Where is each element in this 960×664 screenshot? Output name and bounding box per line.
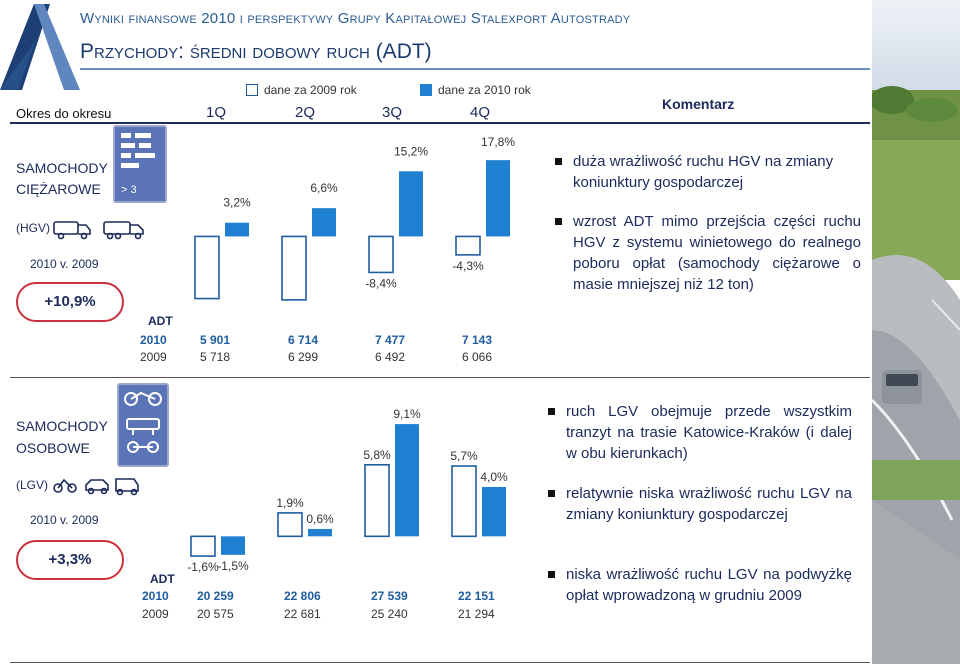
hgv-code: (HGV) xyxy=(16,221,50,235)
legend-swatch-2010 xyxy=(420,84,432,96)
quarter-4q: 4Q xyxy=(470,104,491,121)
quarter-1q: 1Q xyxy=(206,104,227,121)
lgv-name-line1: SAMOCHODY xyxy=(16,418,108,434)
bar-2010-4q xyxy=(482,487,506,537)
highway-photo xyxy=(872,0,960,664)
hgv-compare: 2010 v. 2009 xyxy=(30,257,99,271)
legend-label-2010: dane za 2010 rok xyxy=(438,83,531,97)
hgv-change-badge: +10,9% xyxy=(16,282,124,322)
truck-icon xyxy=(53,221,144,240)
company-logo xyxy=(0,4,80,90)
bar-2009-4q xyxy=(455,235,481,256)
hgv-adt-label: ADT xyxy=(148,314,173,328)
bar-label-2009-4q: 5,7% xyxy=(450,449,478,463)
bar-label-2009-3q: 5,8% xyxy=(363,448,391,462)
section-divider xyxy=(10,377,870,378)
hgv-adt-2010-2q: 6 714 xyxy=(288,333,319,347)
motorcycle-axle-icon xyxy=(124,391,162,453)
lgv-adt-2010-2q: 22 806 xyxy=(284,589,321,603)
bar-label-2009-3q: -8,4% xyxy=(365,276,397,290)
lgv-adt-2009-1q: 20 575 xyxy=(197,607,234,621)
period-label: Okres do okresu xyxy=(16,106,112,121)
bar-2010-2q xyxy=(312,208,336,237)
axle-count-text: > 3 xyxy=(121,184,137,196)
bar-label-2010-1q: 3,2% xyxy=(223,196,251,210)
lgv-code: (LGV) xyxy=(16,478,49,492)
lgv-adt-2009-3q: 25 240 xyxy=(371,607,408,621)
car-icon xyxy=(53,478,139,496)
hgv-comment-2: wzrost ADT mimo przejścia części ruchu H… xyxy=(555,211,861,295)
hgv-adt-2009-2q: 6 299 xyxy=(288,350,319,364)
axle-diagram-icon: > 3 xyxy=(121,133,155,196)
comment-header: Komentarz xyxy=(662,96,735,112)
bar-2009-3q xyxy=(368,235,394,274)
bar-2009-4q xyxy=(451,465,477,538)
bar-2010-4q xyxy=(486,160,510,237)
lgv-vehicle-icon-box xyxy=(117,383,169,467)
hgv-name-line2: CIĘŻAROWE xyxy=(16,181,101,197)
bar-label-2009-2q: 1,9% xyxy=(276,496,304,510)
bar-label-2009-4q: -4,3% xyxy=(452,259,484,273)
hgv-adt-2010-1q: 5 901 xyxy=(200,333,231,347)
lgv-comment-3: niska wrażliwość ruchu LGV na podwyżkę o… xyxy=(548,564,852,606)
lgv-adt-2010-1q: 20 259 xyxy=(197,589,234,603)
bar-label-2010-2q: 0,6% xyxy=(306,512,334,526)
lgv-adt-label: ADT xyxy=(150,572,175,586)
bar-2010-1q xyxy=(221,536,245,555)
bar-label-2010-4q: 17,8% xyxy=(481,135,515,149)
lgv-comment-2: relatywnie niska wrażliwość ruchu LGV na… xyxy=(548,483,852,525)
bar-2009-1q xyxy=(194,235,220,300)
lgv-change-badge: +3,3% xyxy=(16,540,124,580)
bar-label-2010-4q: 4,0% xyxy=(480,470,508,484)
lgv-year-2009: 2009 xyxy=(142,607,169,621)
bar-label-2010-2q: 6,6% xyxy=(310,181,338,195)
header-divider xyxy=(10,122,870,124)
hgv-year-2010: 2010 xyxy=(140,333,167,347)
hgv-bar-chart: -14,5% 3,2% -14,8% 6,6% -8,4% 15,2% -4,3% 17,8% xyxy=(176,135,515,325)
bar-2010-2q xyxy=(308,528,332,537)
hgv-adt-2009-4q: 6 066 xyxy=(462,350,493,364)
slide-title: Przychody: średni dobowy ruch (ADT) xyxy=(80,40,432,63)
lgv-comment-1: ruch LGV obejmuje przede wszystkim tranz… xyxy=(548,401,852,464)
bar-2010-3q xyxy=(395,424,419,537)
hgv-adt-2009-1q: 5 718 xyxy=(200,350,231,364)
hgv-adt-2010-4q: 7 143 xyxy=(462,333,493,347)
lgv-adt-2010-4q: 22 151 xyxy=(458,589,495,603)
presentation-title: Wyniki finansowe 2010 i perspektywy Grup… xyxy=(80,10,631,27)
bar-label-2010-1q: -1,5% xyxy=(217,559,249,573)
bar-label-2009-1q: -14,5% xyxy=(176,323,214,325)
bar-label-2010-3q: 9,1% xyxy=(393,407,421,421)
hgv-year-2009: 2009 xyxy=(140,350,167,364)
bar-label-2009-1q: -1,6% xyxy=(187,560,219,574)
table-bottom-line xyxy=(10,662,870,663)
hgv-comment-1: duża wrażliwość ruchu HGV na zmiany koni… xyxy=(555,151,861,193)
bar-2009-2q xyxy=(281,235,307,301)
legend-label-2009: dane za 2009 rok xyxy=(264,83,357,97)
hgv-axle-icon-box: > 3 xyxy=(113,125,167,203)
hgv-adt-2010-3q: 7 477 xyxy=(375,333,406,347)
bar-2009-1q xyxy=(190,535,216,557)
lgv-name-line2: OSOBOWE xyxy=(16,440,90,456)
bar-label-2009-2q: -14,8% xyxy=(263,324,301,325)
bar-2009-2q xyxy=(277,512,303,538)
title-divider xyxy=(80,68,870,70)
hgv-adt-2009-3q: 6 492 xyxy=(375,350,406,364)
lgv-adt-2010-3q: 27 539 xyxy=(371,589,408,603)
lgv-year-2010: 2010 xyxy=(142,589,169,603)
lgv-bar-chart: -1,6%-1,5% 1,9%0,6% 5,8% 9,1% 5,7%4,0% xyxy=(187,407,508,574)
bar-2009-3q xyxy=(364,464,390,538)
lgv-compare: 2010 v. 2009 xyxy=(30,513,99,527)
bar-2010-1q xyxy=(225,222,249,237)
quarter-3q: 3Q xyxy=(382,104,403,121)
bar-2010-3q xyxy=(399,171,423,237)
quarter-2q: 2Q xyxy=(295,104,316,121)
hgv-name-line1: SAMOCHODY xyxy=(16,160,108,176)
bar-label-2010-3q: 15,2% xyxy=(394,144,428,158)
lgv-adt-2009-2q: 22 681 xyxy=(284,607,321,621)
lgv-adt-2009-4q: 21 294 xyxy=(458,607,495,621)
legend-swatch-2009 xyxy=(246,84,258,96)
